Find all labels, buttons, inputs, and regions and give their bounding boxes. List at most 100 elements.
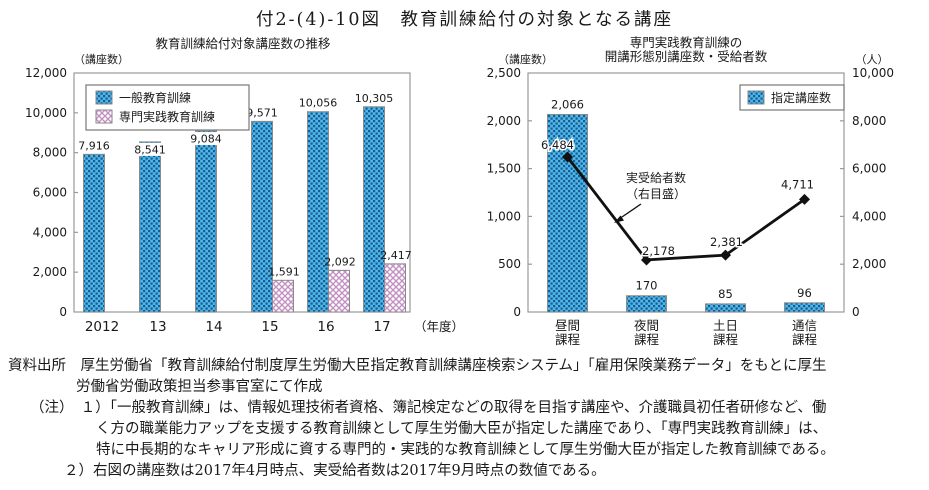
source-line-1: 資料出所 厚生労働省「教育訓練給付制度厚生労働大臣指定教育訓練講座検索システム」… bbox=[8, 358, 827, 374]
right-axis: 0 2,000 4,000 6,000 8,000 10,000 bbox=[840, 66, 894, 319]
recipients-line-series: 6,484 2,178 2,381 4,711 bbox=[540, 137, 815, 266]
tick-label: 500 bbox=[498, 257, 521, 271]
value-label: 10,056 bbox=[299, 97, 338, 110]
tick-label: 8,000 bbox=[33, 146, 67, 160]
tick-label: 8,000 bbox=[852, 114, 886, 128]
source-line-2: 労働省労働政策担当参事官室にて作成 bbox=[76, 379, 323, 395]
bar-general-training bbox=[251, 120, 273, 313]
legend-label: 専門実践教育訓練 bbox=[119, 109, 215, 124]
category-label: 16 bbox=[317, 319, 334, 335]
value-label: 7,916 bbox=[78, 139, 110, 152]
tick-label: 4,000 bbox=[852, 209, 886, 223]
value-label: 2,178 bbox=[642, 244, 675, 258]
left-chart-course-trend: 教育訓練給付対象講座数の推移 （講座数） 0 2,000 4,000 6,000 8,000… bbox=[25, 36, 464, 335]
footnotes: （注） １）「一般教育訓練」は、情報処理技術者資格、簿記検定などの取得を目指す講… bbox=[0, 398, 929, 482]
legend-label: 一般教育訓練 bbox=[119, 90, 191, 105]
category-label: 2012 bbox=[85, 319, 119, 335]
tick-label: 10,000 bbox=[25, 106, 67, 120]
y-axis: 0 2,000 4,000 6,000 8,000 10,000 12,000 bbox=[25, 66, 78, 319]
note-line-1: （注） １）「一般教育訓練」は、情報処理技術者資格、簿記検定などの取得を目指す講… bbox=[30, 400, 827, 416]
value-label: 8,541 bbox=[134, 143, 166, 156]
legend-swatch-general bbox=[95, 90, 113, 105]
value-label: 2,381 bbox=[710, 235, 743, 249]
tick-label: 6,000 bbox=[852, 162, 886, 176]
value-label: 1,591 bbox=[268, 265, 300, 278]
left-axis: 0 500 1,000 1,500 2,000 2,500 bbox=[487, 66, 532, 319]
bar-designated-courses bbox=[547, 113, 588, 313]
annotation-arrow-head bbox=[614, 215, 624, 223]
value-label: 4,711 bbox=[781, 177, 814, 191]
diamond-marker bbox=[641, 254, 652, 266]
category-label: 13 bbox=[149, 319, 166, 335]
value-label: 96 bbox=[797, 286, 812, 300]
source-note: 資料出所 厚生労働省「教育訓練給付制度厚生労働大臣指定教育訓練講座検索システム」… bbox=[0, 356, 929, 398]
note-line-4: ２）右図の講座数は2017年4月時点、実受給者数は2017年9月時点の数値である… bbox=[64, 463, 606, 479]
x-axis-unit: （年度） bbox=[414, 319, 464, 334]
tick-label: 1,000 bbox=[487, 209, 521, 223]
value-label: 10,305 bbox=[355, 92, 394, 105]
bar-specialized-training bbox=[272, 279, 294, 313]
bar-designated-courses bbox=[705, 303, 746, 313]
category-label: 課程 bbox=[634, 332, 660, 347]
category-label: 通信 bbox=[792, 318, 817, 333]
bar-specialized-training bbox=[384, 263, 406, 313]
category-label: 土日 bbox=[713, 318, 738, 333]
diamond-marker bbox=[799, 193, 810, 205]
annotation-text: 実受給者数 bbox=[626, 170, 686, 185]
label-backing bbox=[131, 142, 169, 156]
bars-group: 7,916 8,541 9,084 9,571 1,591 10,056 2,092 10,3… bbox=[78, 92, 412, 313]
bar-specialized-training bbox=[328, 269, 350, 313]
category-label: 昼間 bbox=[555, 318, 580, 333]
value-label: 85 bbox=[718, 287, 733, 301]
tick-label: 0 bbox=[59, 305, 67, 319]
value-label: 9,571 bbox=[246, 106, 278, 119]
chart-title: 教育訓練給付対象講座数の推移 bbox=[155, 36, 330, 51]
tick-label: 2,500 bbox=[487, 66, 521, 80]
legend-swatch-designated bbox=[747, 90, 765, 105]
tick-label: 10,000 bbox=[852, 66, 894, 80]
legend-label: 指定講座数 bbox=[771, 90, 831, 105]
tick-label: 12,000 bbox=[25, 66, 67, 80]
bar-general-training bbox=[307, 111, 329, 313]
bar-general-training bbox=[195, 130, 217, 313]
line-annotation: 実受給者数（右目盛） bbox=[614, 170, 686, 223]
value-label: 2,417 bbox=[380, 249, 412, 262]
category-label: 夜間 bbox=[634, 318, 659, 333]
value-label: 9,084 bbox=[190, 133, 222, 146]
category-label: 15 bbox=[261, 319, 278, 335]
legend: 指定講座数 bbox=[739, 84, 845, 111]
tick-label: 4,000 bbox=[33, 225, 67, 239]
note-line-2: く方の職業能力アップを支援する教育訓練として厚生労働大臣が指定した講座であり、「… bbox=[96, 421, 828, 437]
chart-title: 開講形態別講座数・受給者数 bbox=[605, 49, 768, 64]
annotation-text: （右目盛） bbox=[626, 186, 686, 201]
value-label: 2,066 bbox=[551, 97, 584, 111]
legend-box bbox=[85, 84, 250, 131]
diamond-marker bbox=[720, 249, 731, 261]
category-label: 課程 bbox=[555, 332, 581, 347]
category-label: 17 bbox=[373, 319, 390, 335]
bar-designated-courses bbox=[626, 295, 667, 313]
value-label: 6,484 bbox=[541, 138, 574, 152]
bar-general-training bbox=[363, 106, 385, 313]
label-backing bbox=[187, 132, 225, 146]
tick-label: 1,500 bbox=[487, 162, 521, 176]
value-label: 170 bbox=[636, 279, 658, 293]
tick-label: 0 bbox=[852, 305, 860, 319]
plot-frame bbox=[527, 72, 845, 313]
legend-swatch-specialized bbox=[95, 109, 113, 124]
bar-designated-courses bbox=[784, 302, 825, 313]
category-label: 14 bbox=[205, 319, 222, 335]
annotation-arrow-shaft bbox=[618, 203, 642, 220]
value-label: 2,092 bbox=[324, 255, 356, 268]
right-axis-unit: （人） bbox=[856, 53, 889, 66]
diamond-marker bbox=[562, 151, 573, 163]
chart-title: 専門実践教育訓練の bbox=[630, 35, 743, 50]
bar-general-training bbox=[139, 141, 161, 313]
bar-general-training bbox=[83, 153, 105, 313]
tick-label: 2,000 bbox=[487, 114, 521, 128]
line bbox=[566, 156, 806, 262]
bars-group: 2,066 170 85 96 bbox=[547, 97, 825, 313]
figure-title: 付2-(4)-10図 教育訓練給付の対象となる講座 bbox=[256, 10, 673, 30]
